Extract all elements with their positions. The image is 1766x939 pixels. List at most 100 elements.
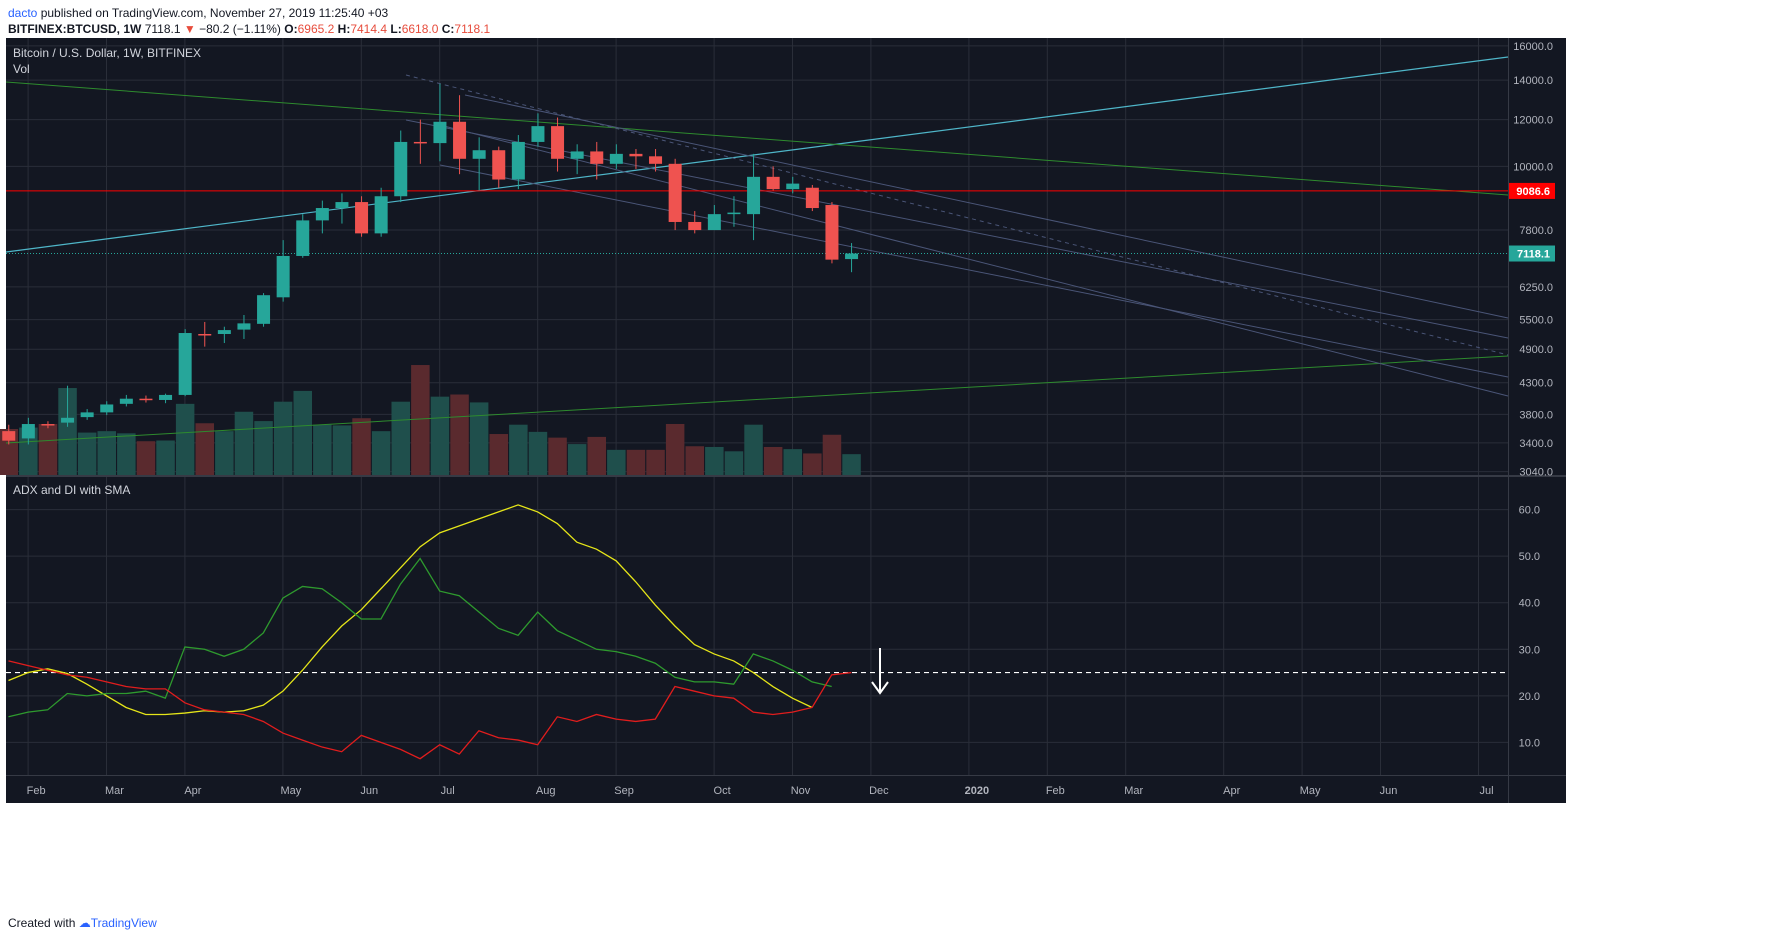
price-label-text: 9086.6 xyxy=(1516,186,1550,198)
candle-body xyxy=(139,398,153,401)
candle-body xyxy=(355,202,369,234)
volume-bar xyxy=(195,423,214,475)
volume-bar xyxy=(175,403,195,475)
indicator-pane-title: ADX and DI with SMA xyxy=(13,483,130,497)
created-with-text: Created with xyxy=(8,916,76,930)
candle-body xyxy=(707,214,721,231)
candle-body xyxy=(727,212,741,215)
volume-bar xyxy=(38,423,58,475)
time-tick-label: Nov xyxy=(791,785,811,797)
candle-body xyxy=(100,404,114,413)
volume-bar xyxy=(411,365,430,475)
volume-bar xyxy=(763,446,783,475)
price-axis[interactable]: 16000.0 14000.0 12000.0 10000.0 7800.0 6250.0… xyxy=(1513,41,1553,479)
volume-bar xyxy=(822,434,842,475)
time-tick-label: May xyxy=(281,785,302,797)
volume-bar xyxy=(332,425,352,475)
volume-bar xyxy=(77,432,97,475)
high-value: 7414.4 xyxy=(350,22,388,36)
trend-line xyxy=(439,164,1509,378)
indicator-axis[interactable]: 60.0 50.0 40.0 30.0 20.0 10.0 xyxy=(1519,505,1540,750)
price-tick-label: 14000.0 xyxy=(1513,75,1553,87)
volume-label: Vol xyxy=(13,62,30,76)
time-tick-label: Apr xyxy=(1223,785,1240,797)
volume-bar xyxy=(567,444,587,475)
candle-body xyxy=(747,176,761,215)
down-triangle-icon: ▼ xyxy=(183,22,196,36)
time-tick-label: Sep xyxy=(614,785,634,797)
candle-body xyxy=(668,163,682,222)
candle-body xyxy=(237,323,251,330)
volume-bar xyxy=(117,433,136,475)
tradingview-link[interactable]: TradingView xyxy=(90,916,157,930)
volume-bar xyxy=(58,388,77,475)
time-tick-label: Jun xyxy=(360,785,378,797)
time-tick-label: Jun xyxy=(1380,785,1398,797)
candle-body xyxy=(786,183,800,190)
volume-bar xyxy=(744,424,763,475)
chart-canvas[interactable]: 16000.0 14000.0 12000.0 10000.0 7800.0 6250.0… xyxy=(0,0,1766,910)
candle-body xyxy=(61,417,75,423)
volume-bar xyxy=(548,437,567,475)
candle-body xyxy=(198,333,212,336)
indicator-pane-bg xyxy=(6,477,1508,775)
volume-bar xyxy=(136,441,156,475)
candlesticks xyxy=(2,83,859,445)
volume-bar xyxy=(803,453,822,475)
time-tick-label: Mar xyxy=(1124,785,1143,797)
volume-bar xyxy=(607,449,626,475)
candle-body xyxy=(217,330,231,334)
trend-line xyxy=(5,355,1509,444)
volume-bar xyxy=(234,411,254,475)
symbol-name: BITFINEX:BTCUSD, 1W xyxy=(8,22,142,36)
candle-body xyxy=(629,153,643,157)
candle-body xyxy=(590,151,604,164)
candle-body xyxy=(21,424,35,439)
open-value: 6965.2 xyxy=(297,22,335,36)
volume-bar xyxy=(783,449,802,475)
tradingview-logo-icon: ☁ xyxy=(78,916,91,930)
candle-body xyxy=(472,150,486,159)
candle-body xyxy=(609,153,623,164)
time-axis[interactable]: Feb Mar Apr May Jun Jul Aug Sep Oct Nov Dec 2020 Feb… xyxy=(27,785,1494,797)
symbol-ohlc-line: BITFINEX:BTCUSD, 1W 7118.1 ▼ −80.2 (−1.1… xyxy=(8,22,491,36)
time-tick-label: May xyxy=(1300,785,1321,797)
candle-body xyxy=(80,412,94,418)
indicator-tick-label: 60.0 xyxy=(1519,505,1540,517)
candle-body xyxy=(374,196,388,234)
candle-body xyxy=(433,121,447,144)
candle-body xyxy=(551,126,565,159)
volume-bar xyxy=(469,402,489,475)
time-tick-label: Dec xyxy=(869,785,889,797)
volume-bar xyxy=(313,424,332,475)
candle-body xyxy=(570,151,584,159)
candle-body xyxy=(394,141,408,197)
candle-body xyxy=(159,394,173,400)
volume-bar xyxy=(293,390,312,475)
volume-bar xyxy=(528,431,548,475)
indicator-tick-label: 30.0 xyxy=(1519,644,1540,656)
trend-line xyxy=(405,119,1509,339)
volume-bar xyxy=(371,431,391,475)
series-line-di xyxy=(8,660,852,760)
trend-line xyxy=(5,81,1509,196)
volume-bar xyxy=(19,427,38,475)
time-tick-label: Feb xyxy=(1046,785,1065,797)
candle-body xyxy=(315,208,329,221)
author-link[interactable]: dacto xyxy=(8,6,38,20)
price-tick-label: 16000.0 xyxy=(1513,41,1553,53)
candle-body xyxy=(276,255,290,298)
trend-line xyxy=(439,124,1509,397)
close-value: 7118.1 xyxy=(454,22,491,36)
price-tick-label: 4900.0 xyxy=(1519,344,1553,356)
down-arrow-icon xyxy=(871,648,889,695)
price-tick-label: 3040.0 xyxy=(1519,467,1553,479)
volume-bar xyxy=(626,449,646,475)
candle-body xyxy=(531,126,545,142)
time-tick-label: Jul xyxy=(441,785,455,797)
candle-body xyxy=(335,202,349,209)
trend-line xyxy=(464,94,1509,319)
series-line-di xyxy=(8,557,832,718)
price-tick-label: 3400.0 xyxy=(1519,438,1553,450)
candle-body xyxy=(296,220,310,256)
